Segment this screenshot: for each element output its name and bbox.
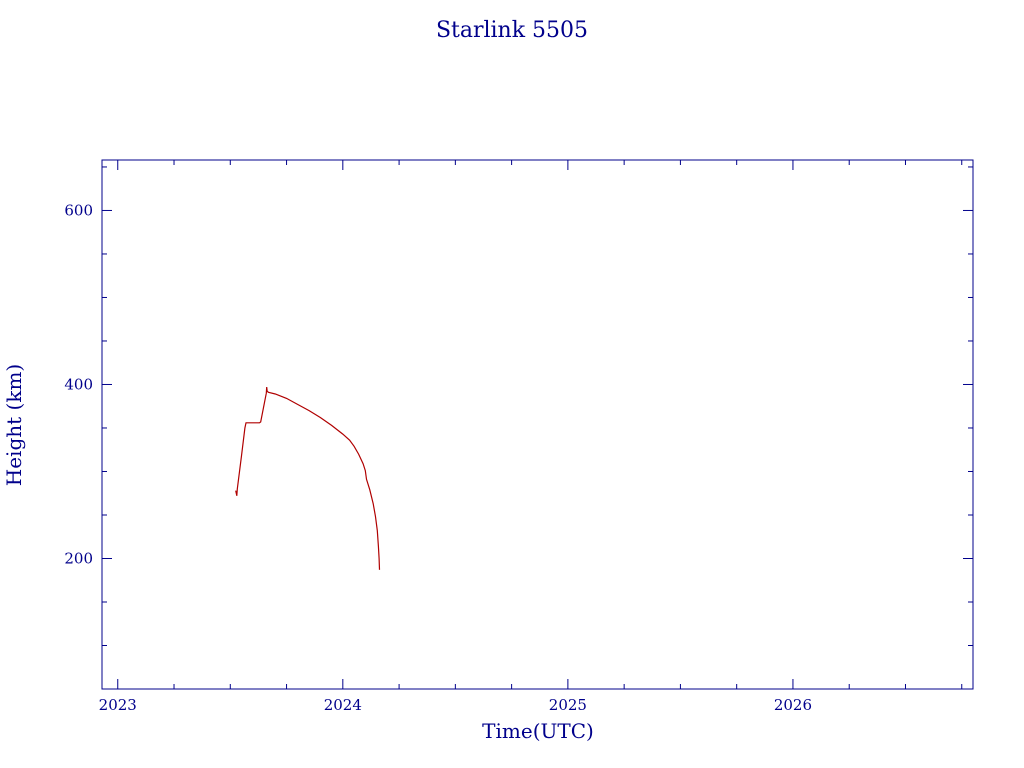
x-tick-label: 2026 (774, 696, 812, 714)
chart-title: Starlink 5505 (436, 18, 588, 43)
x-tick-label: 2023 (99, 696, 137, 714)
axis-ticks (102, 160, 973, 690)
y-tick-label: 600 (64, 201, 93, 219)
x-tick-label: 2025 (549, 696, 587, 714)
plot-frame (101, 159, 974, 690)
y-tick-label: 200 (64, 549, 93, 567)
x-axis-label: Time(UTC) (482, 719, 594, 743)
y-tick-label: 400 (64, 375, 93, 393)
axis-tick-labels: 2023 2024 2025 2026 200 400 600 (64, 201, 812, 714)
x-tick-label: 2024 (324, 696, 362, 714)
series-line (235, 387, 381, 570)
y-axis-label: Height (km) (2, 364, 26, 486)
